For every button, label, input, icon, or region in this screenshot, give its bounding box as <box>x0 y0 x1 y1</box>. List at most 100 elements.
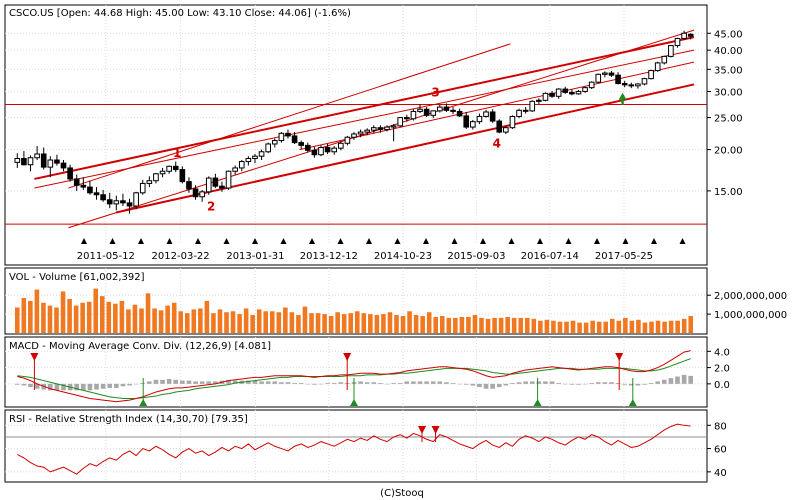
price-tick-label: 35.00 <box>714 65 743 76</box>
macd-histogram-bar <box>595 382 601 384</box>
candle-body <box>126 202 133 207</box>
volume-bar <box>165 305 170 333</box>
volume-bar <box>73 305 79 333</box>
rsi-tick-label: 40 <box>714 468 727 479</box>
macd-histogram-bar <box>549 381 555 384</box>
period-marker-triangle <box>280 238 287 244</box>
macd-histogram-bar <box>463 383 469 385</box>
candle-body <box>509 115 516 129</box>
volume-bar <box>250 315 255 333</box>
volume-bar <box>132 304 138 333</box>
volume-bar <box>655 320 661 333</box>
macd-histogram-bar <box>675 376 680 384</box>
macd-histogram-bar <box>364 382 370 384</box>
candle-body <box>516 109 522 117</box>
candle-body <box>390 125 397 128</box>
macd-histogram-bar <box>193 381 198 384</box>
candle-body <box>93 192 100 196</box>
volume-bar <box>341 314 347 333</box>
macd-histogram-bar <box>28 383 33 388</box>
candle-body <box>186 181 192 190</box>
macd-histogram-bar <box>556 383 561 384</box>
volume-bar <box>577 322 582 333</box>
candle-body <box>265 143 271 153</box>
macd-histogram-bar <box>206 381 212 384</box>
rsi-line <box>17 423 691 475</box>
macd-histogram-bar <box>94 383 99 390</box>
volume-bar <box>511 317 517 333</box>
buy-arrow-icon <box>533 399 542 406</box>
candle-body <box>410 110 417 120</box>
candle-body <box>456 110 463 117</box>
period-marker-triangle <box>423 238 429 244</box>
candle-body <box>278 132 285 142</box>
price-panel-title: CSCO.US [Open: 44.68 High: 45.00 Low: 43… <box>9 8 351 19</box>
candle-body <box>159 170 166 175</box>
macd-histogram-bar <box>74 383 80 391</box>
candle-body <box>252 155 258 159</box>
volume-bar <box>106 301 112 333</box>
macd-panel-title: MACD - Moving Average Conv. Div. (12,26,… <box>9 341 271 352</box>
candle-body <box>608 72 615 76</box>
candle-body <box>423 108 430 116</box>
volume-bar <box>243 308 249 333</box>
trend-line <box>34 49 695 189</box>
volume-bar <box>623 317 628 333</box>
macd-histogram-bar <box>655 381 660 384</box>
candle-body <box>54 159 60 164</box>
candle-body <box>595 73 602 83</box>
sell-arrow-icon <box>30 353 39 361</box>
candle-body <box>60 162 67 169</box>
volume-bar <box>126 309 131 333</box>
volume-bar <box>269 311 275 333</box>
candle-body <box>648 70 654 80</box>
macd-histogram-bar <box>615 383 621 384</box>
candle-body <box>549 92 555 97</box>
macd-histogram-bar <box>246 380 251 384</box>
buy-arrow-icon <box>628 399 637 406</box>
candle-body <box>602 72 608 75</box>
candle-body <box>661 55 668 64</box>
volume-bar <box>531 318 537 333</box>
candle-body <box>489 111 496 122</box>
candle-body <box>364 129 371 133</box>
macd-histogram-bar <box>543 381 548 384</box>
price-tick-label: 25.00 <box>714 114 743 125</box>
period-marker-triangle <box>195 238 201 244</box>
volume-bar <box>86 301 92 333</box>
candle-body <box>377 127 384 131</box>
period-marker-triangle <box>651 238 657 244</box>
volume-bar <box>505 316 510 333</box>
macd-histogram-bar <box>87 383 93 391</box>
macd-histogram-bar <box>186 380 192 384</box>
volume-bar <box>348 313 354 333</box>
volume-bar <box>479 317 484 333</box>
period-marker-triangle <box>252 238 258 244</box>
candle-body <box>166 165 172 172</box>
volume-bar <box>237 314 242 333</box>
volume-bar <box>335 312 340 333</box>
candle-body <box>476 115 483 123</box>
sell-arrow-icon <box>431 426 440 434</box>
period-marker-triangle <box>394 238 401 244</box>
candle-body <box>212 177 219 187</box>
date-tick-label: 2013-12-12 <box>300 251 358 262</box>
volume-bar <box>60 291 66 333</box>
macd-histogram-bar <box>536 381 542 384</box>
volume-bar <box>328 316 334 333</box>
volume-bar <box>387 312 393 333</box>
macd-histogram-bar <box>358 381 363 384</box>
volume-tick-label: 1,000,000,000 <box>714 310 787 321</box>
candle-body <box>120 200 126 204</box>
volume-bar <box>524 317 530 333</box>
volume-bar <box>466 316 471 333</box>
macd-line <box>17 350 691 403</box>
candle-body <box>529 100 536 112</box>
period-marker-triangle <box>537 238 543 244</box>
macd-histogram-bar <box>589 383 594 384</box>
candle-body <box>496 120 503 133</box>
candle-body <box>311 149 318 156</box>
volume-bar <box>224 312 229 333</box>
candle-body <box>470 121 476 128</box>
